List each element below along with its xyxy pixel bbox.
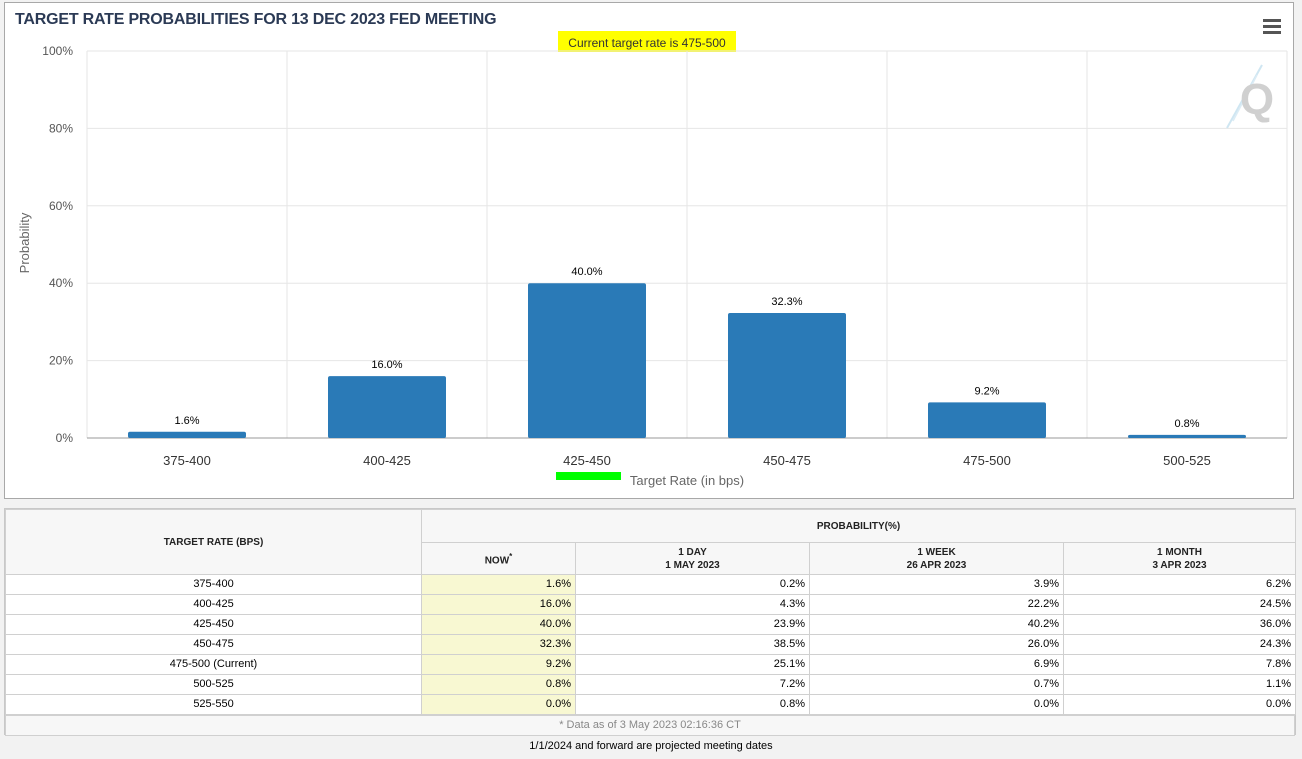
now-cell: 1.6% — [421, 574, 576, 595]
y-axis-title: Probability — [17, 212, 32, 273]
one-month-cell: 6.2% — [1062, 574, 1297, 595]
one-month-cell: 0.0% — [1062, 694, 1297, 715]
bar-450-475[interactable] — [728, 312, 846, 438]
rate-cell: 525-550 — [5, 694, 422, 715]
y-tick-label: 80% — [49, 121, 73, 135]
bar-value-label: 40.0% — [571, 266, 602, 278]
bar-375-400[interactable] — [128, 431, 246, 438]
table-row: 475-500 (Current) 9.2% 25.1% 6.9% 7.8% — [5, 654, 1297, 675]
one-week-cell: 0.7% — [809, 674, 1064, 695]
hamburger-menu-icon[interactable] — [1263, 19, 1281, 35]
svg-text:Q: Q — [1240, 75, 1274, 124]
rate-cell: 500-525 — [5, 674, 422, 695]
table-row: 375-400 1.6% 0.2% 3.9% 6.2% — [5, 574, 1297, 595]
one-week-cell: 6.9% — [809, 654, 1064, 675]
header-1-week: 1 WEEK 26 APR 2023 — [809, 542, 1064, 575]
one-day-cell: 23.9% — [575, 614, 810, 635]
xlabel-highlight — [556, 472, 621, 480]
data-timestamp-note: * Data as of 3 May 2023 02:16:36 CT — [5, 715, 1295, 736]
table-row: 400-425 16.0% 4.3% 22.2% 24.5% — [5, 594, 1297, 615]
one-day-cell: 0.8% — [575, 694, 810, 715]
one-month-cell: 24.3% — [1062, 634, 1297, 655]
x-tick-label: 450-475 — [763, 453, 811, 468]
x-tick-label: 375-400 — [163, 453, 211, 468]
y-tick-label: 60% — [49, 199, 73, 213]
table-row: 450-475 32.3% 38.5% 26.0% 24.3% — [5, 634, 1297, 655]
table-row: 425-450 40.0% 23.9% 40.2% 36.0% — [5, 614, 1297, 635]
chart-title: TARGET RATE PROBABILITIES FOR 13 DEC 202… — [15, 11, 497, 28]
subtitle-highlight — [558, 31, 736, 52]
rate-cell: 400-425 — [5, 594, 422, 615]
now-cell: 40.0% — [421, 614, 576, 635]
rate-cell: 450-475 — [5, 634, 422, 655]
header-probability: PROBABILITY(%) — [420, 509, 1297, 543]
one-month-cell: 36.0% — [1062, 614, 1297, 635]
now-cell: 9.2% — [421, 654, 576, 675]
bars: 1.6% 16.0% 40.0% 32.3% 9.2% 0.8% — [128, 266, 1246, 438]
x-axis-title: Target Rate (in bps) — [630, 473, 744, 488]
header-now: NOW* — [421, 542, 576, 575]
y-axis-ticks: 0% 20% 40% 60% 80% 100% — [42, 44, 73, 445]
one-week-cell: 40.2% — [809, 614, 1064, 635]
one-month-cell: 7.8% — [1062, 654, 1297, 675]
bar-value-label: 0.8% — [1174, 418, 1199, 430]
y-tick-label: 20% — [49, 354, 73, 368]
bar-value-label: 32.3% — [771, 296, 802, 308]
rate-cell: 475-500 (Current) — [5, 654, 422, 675]
header-1-day: 1 DAY 1 MAY 2023 — [575, 542, 810, 575]
header-1-month: 1 MONTH 3 APR 2023 — [1062, 542, 1297, 575]
bar-value-label: 9.2% — [974, 385, 999, 397]
x-tick-label: 425-450 — [563, 453, 611, 468]
one-month-cell: 1.1% — [1062, 674, 1297, 695]
chart-panel: Current target rate is 475-500 0% 20% 40% 6… — [4, 2, 1294, 499]
one-day-cell: 4.3% — [575, 594, 810, 615]
chart-subtitle: Current target rate is 475-500 — [568, 36, 726, 50]
asterisk-mark: * — [509, 551, 513, 561]
x-tick-label: 400-425 — [363, 453, 411, 468]
x-tick-label: 500-525 — [1163, 453, 1211, 468]
y-tick-label: 40% — [49, 276, 73, 290]
x-axis-ticks: 375-400 400-425 425-450 450-475 475-500 500-5… — [163, 453, 1211, 468]
table-body: 375-400 1.6% 0.2% 3.9% 6.2% 400-425 16.0% 4.3% 2… — [5, 574, 1297, 715]
one-week-cell: 26.0% — [809, 634, 1064, 655]
now-cell: 32.3% — [421, 634, 576, 655]
bar-value-label: 16.0% — [371, 359, 402, 371]
bar-400-425[interactable] — [328, 376, 446, 438]
q-logo-icon: Q — [1226, 64, 1274, 129]
one-day-cell: 38.5% — [575, 634, 810, 655]
one-month-cell: 24.5% — [1062, 594, 1297, 615]
y-tick-label: 0% — [56, 431, 74, 445]
y-tick-label: 100% — [42, 44, 73, 58]
bar-475-500[interactable] — [928, 402, 1046, 438]
probability-table-panel: TARGET RATE (BPS) PROBABILITY(%) NOW* 1 … — [4, 508, 1297, 736]
gridlines — [86, 50, 1288, 439]
bar-chart: Current target rate is 475-500 0% 20% 40% 6… — [17, 31, 1288, 488]
one-week-cell: 3.9% — [809, 574, 1064, 595]
now-cell: 16.0% — [421, 594, 576, 615]
header-target-rate: TARGET RATE (BPS) — [5, 509, 422, 575]
rate-cell: 425-450 — [5, 614, 422, 635]
bar-500-525[interactable] — [1128, 434, 1246, 438]
projected-dates-footnote: 1/1/2024 and forward are projected meeti… — [529, 740, 773, 752]
one-week-cell: 0.0% — [809, 694, 1064, 715]
probability-table: TARGET RATE (BPS) PROBABILITY(%) NOW* 1 … — [5, 509, 1297, 715]
one-day-cell: 0.2% — [575, 574, 810, 595]
one-day-cell: 7.2% — [575, 674, 810, 695]
rate-cell: 375-400 — [5, 574, 422, 595]
bar-425-450[interactable] — [528, 283, 646, 438]
bar-value-label: 1.6% — [174, 415, 199, 427]
now-cell: 0.0% — [421, 694, 576, 715]
table-row: 525-550 0.0% 0.8% 0.0% 0.0% — [5, 694, 1297, 715]
one-day-cell: 25.1% — [575, 654, 810, 675]
table-row: 500-525 0.8% 7.2% 0.7% 1.1% — [5, 674, 1297, 695]
x-tick-label: 475-500 — [963, 453, 1011, 468]
now-cell: 0.8% — [421, 674, 576, 695]
one-week-cell: 22.2% — [809, 594, 1064, 615]
